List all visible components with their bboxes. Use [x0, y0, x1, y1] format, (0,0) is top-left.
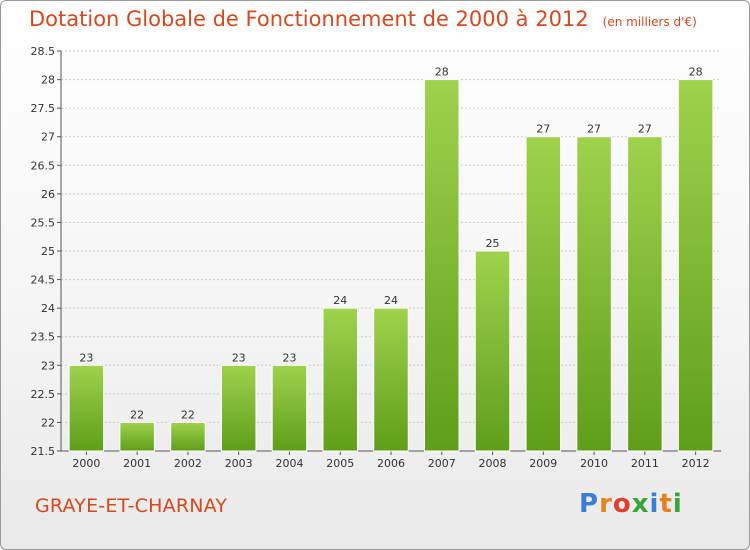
data-label-2011: 27	[638, 123, 652, 136]
x-tick-label: 2011	[631, 457, 659, 470]
data-label-2008: 25	[486, 237, 500, 250]
y-tick-label: 27.5	[31, 102, 56, 115]
y-tick-label: 22.5	[31, 388, 56, 401]
bar-2007	[424, 79, 460, 452]
y-tick-label: 23.5	[31, 331, 56, 344]
data-label-2007: 28	[435, 66, 449, 79]
data-label-2006: 24	[384, 294, 398, 307]
proxiti-logo: Proxiti	[579, 489, 683, 519]
logo-letter: t	[659, 489, 673, 519]
bars	[68, 79, 714, 452]
chart-title: Dotation Globale de Fonctionnement de 20…	[29, 7, 697, 31]
x-tick-label: 2000	[72, 457, 100, 470]
place-name: GRAYE-ET-CHARNAY	[35, 495, 228, 517]
axes: 21.5 22 22.5 23 23.5 24 24.5 25 25.5 26 26.5 27 27.5…	[31, 45, 721, 470]
bar-2010	[576, 136, 612, 452]
y-tick-label: 23	[41, 359, 55, 372]
x-tick-label: 2003	[225, 457, 253, 470]
x-tick-label: 2001	[123, 457, 151, 470]
x-tick-label: 2006	[377, 457, 405, 470]
logo-letter: r	[599, 489, 613, 519]
bar-2002	[170, 421, 206, 452]
y-tick-label: 22	[41, 416, 55, 429]
data-label-2001: 22	[130, 408, 144, 421]
y-tick-label: 24.5	[31, 274, 56, 287]
labels: 23 22 22 23 23 24 24 28 25 27 27 27 28	[79, 66, 702, 422]
chart-title-text: Dotation Globale de Fonctionnement de 20…	[29, 7, 589, 31]
chart-unit: (en milliers d'€)	[602, 15, 697, 29]
x-tick-label: 2005	[326, 457, 354, 470]
data-label-2002: 22	[181, 408, 195, 421]
bar-2006	[373, 307, 409, 452]
x-tick-label: 2012	[682, 457, 710, 470]
x-tick-label: 2008	[479, 457, 507, 470]
y-tick-label: 26	[41, 188, 55, 201]
bar-2003	[220, 364, 257, 452]
x-tick-label: 2007	[428, 457, 456, 470]
x-tick-label: 2002	[174, 457, 202, 470]
data-label-2005: 24	[333, 294, 347, 307]
y-tick-label: 27	[41, 131, 55, 144]
x-tick-label: 2009	[529, 457, 557, 470]
logo-letter: o	[612, 489, 632, 519]
data-label-2012: 28	[689, 66, 703, 79]
y-tick-label: 24	[41, 302, 55, 315]
data-label-2010: 27	[587, 123, 601, 136]
logo-letter: i	[672, 489, 683, 519]
data-label-2003: 23	[232, 351, 246, 364]
bar-2000	[68, 364, 105, 452]
y-tick-label: 21.5	[31, 445, 56, 458]
logo-letter: P	[579, 489, 600, 519]
bar-2004	[271, 364, 308, 452]
bar-2012	[677, 79, 714, 452]
bar-2005	[322, 307, 358, 452]
data-label-2009: 27	[536, 123, 550, 136]
data-label-2004: 23	[282, 351, 296, 364]
bar-2009	[525, 136, 562, 452]
bar-2001	[119, 421, 155, 452]
data-label-2000: 23	[79, 351, 93, 364]
logo-letter: i	[649, 489, 660, 519]
x-tick-label: 2004	[275, 457, 303, 470]
x-tick-label: 2010	[580, 457, 608, 470]
y-tick-label: 25.5	[31, 216, 56, 229]
bar-2008	[474, 250, 511, 452]
logo-letter: x	[631, 489, 650, 519]
bar-2011	[627, 136, 663, 452]
y-tick-label: 26.5	[31, 159, 56, 172]
y-tick-label: 25	[41, 245, 55, 258]
y-tick-label: 28	[41, 74, 55, 87]
y-tick-label: 28.5	[31, 45, 56, 58]
